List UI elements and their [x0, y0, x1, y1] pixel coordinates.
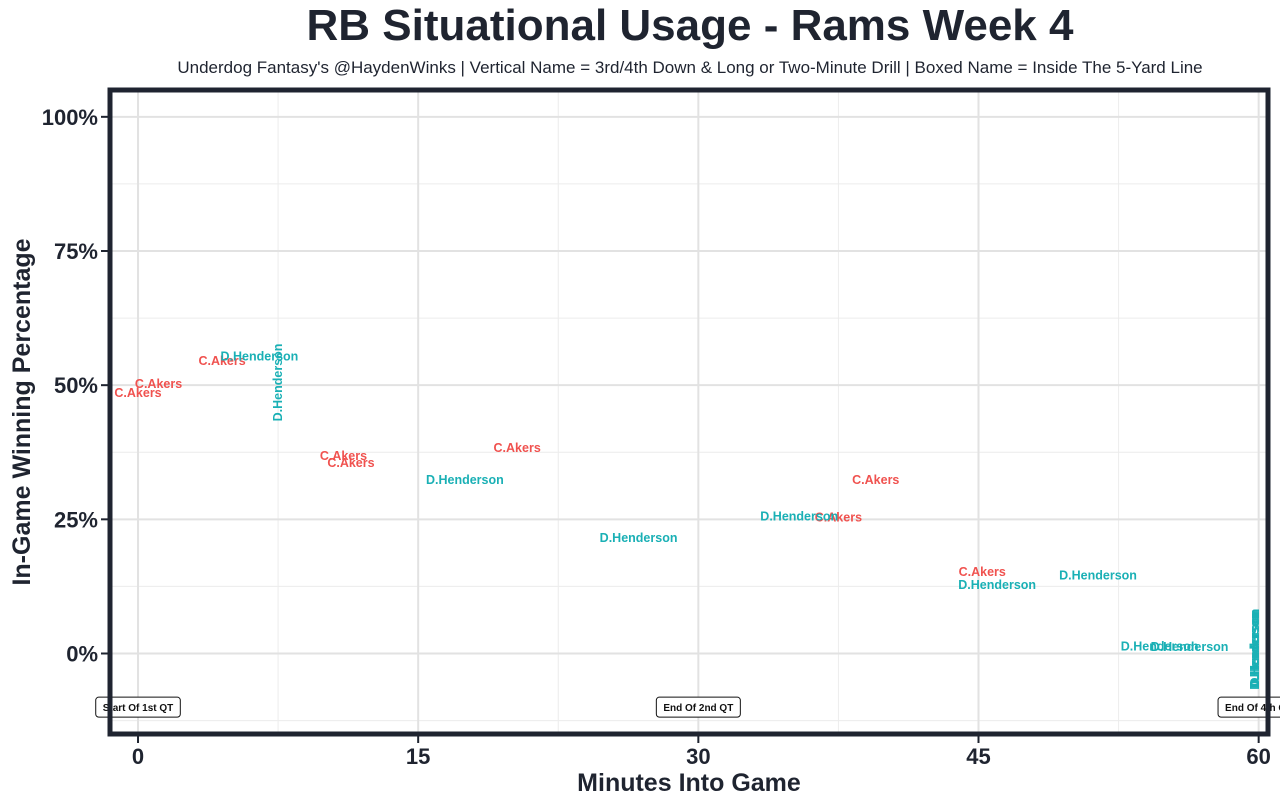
point-label-d-henderson: D.Henderson: [426, 473, 504, 487]
x-tick-label: 15: [406, 744, 430, 769]
point-label-d-henderson: D.Henderson: [1248, 609, 1262, 687]
x-tick-label: 60: [1246, 744, 1270, 769]
y-axis-title: In-Game Winning Percentage: [8, 238, 36, 585]
y-tick-label: 50%: [54, 373, 98, 398]
quarter-marker-box: [655, 696, 741, 718]
quarter-markers: Start Of 1st QT End Of 2nd QT End Of 4th Q…: [95, 696, 1280, 718]
point-label-c-akers: C.Akers: [494, 441, 541, 455]
quarter-marker: End Of 2nd QT: [655, 696, 741, 718]
panel-border: [107, 87, 1271, 737]
quarter-marker-label: End Of 4th QT: [1225, 703, 1280, 714]
x-axis-title: Minutes Into Game: [577, 769, 801, 797]
point-label-d-henderson: D.Henderson: [1151, 640, 1229, 654]
point-label-d-henderson: D.Henderson: [221, 350, 299, 364]
point-label-c-akers: C.Akers: [320, 449, 367, 463]
chart-title: RB Situational Usage - Rams Week 4: [306, 1, 1074, 50]
point-label-c-akers: C.Akers: [198, 354, 245, 368]
y-tick-label: 0%: [66, 642, 98, 667]
y-tick-label: 25%: [54, 507, 98, 532]
grid: [110, 90, 1268, 734]
quarter-marker-label: Start Of 1st QT: [103, 703, 174, 714]
quarter-marker-box: [1217, 696, 1280, 718]
x-tick-label: 30: [686, 744, 710, 769]
y-tick-label: 75%: [54, 239, 98, 264]
x-tick-label: 45: [966, 744, 990, 769]
quarter-marker: End Of 4th QT: [1217, 696, 1280, 718]
point-label-d-henderson: D.Henderson: [1248, 612, 1262, 690]
point-label-d-henderson: D.Henderson: [271, 344, 285, 422]
point-labels: C.AkersC.AkersC.AkersC.AkersC.AkersC.Ake…: [114, 344, 1262, 690]
quarter-marker: Start Of 1st QT: [95, 696, 181, 718]
axes: 0 15 30 45 60 0% 25% 50% 75% 100%: [42, 105, 1271, 769]
point-label-c-akers: C.Akers: [135, 377, 182, 391]
point-label-d-henderson: D.Henderson: [600, 531, 678, 545]
point-label-c-akers: C.Akers: [327, 456, 374, 470]
point-label-d-henderson: D.Henderson: [958, 578, 1036, 592]
quarter-marker-label: End Of 2nd QT: [663, 703, 733, 714]
y-tick-label: 100%: [42, 105, 98, 130]
point-label-c-akers: C.Akers: [815, 511, 862, 525]
x-tick-label: 0: [132, 744, 144, 769]
point-label-d-henderson: D.Henderson: [1248, 610, 1262, 688]
quarter-marker-box: [95, 696, 181, 718]
point-label-d-henderson: D.Henderson: [1121, 640, 1199, 654]
point-label-c-akers: C.Akers: [959, 565, 1006, 579]
point-label-c-akers: C.Akers: [852, 473, 899, 487]
chart-subtitle: Underdog Fantasy's @HaydenWinks | Vertic…: [177, 58, 1203, 77]
point-label-d-henderson: D.Henderson: [760, 510, 838, 524]
point-label-c-akers: C.Akers: [114, 386, 161, 400]
point-label-d-henderson: D.Henderson: [1059, 569, 1137, 583]
